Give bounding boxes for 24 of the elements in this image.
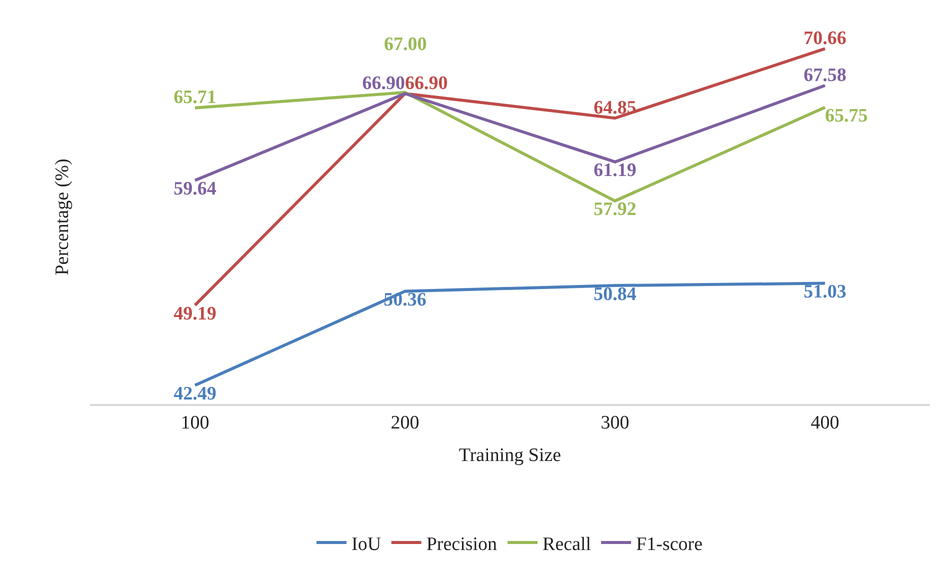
data-label: 66.90 [405,72,448,94]
data-label: 65.71 [174,87,216,108]
x-tick-label: 400 [810,412,840,434]
data-label: 57.92 [594,199,636,220]
data-label: 66.90 [362,72,405,94]
legend-label: Precision [426,534,498,555]
x-tick-label: 200 [390,412,420,434]
data-label: 65.75 [825,106,868,127]
data-label: 51.03 [804,282,846,303]
x-tick-label: 100 [180,412,210,434]
data-label: 59.64 [174,178,217,200]
data-label: 42.49 [174,384,216,405]
y-axis-title: Percentage (%) [52,158,73,276]
data-label: 49.19 [174,303,216,324]
data-label: 67.00 [384,34,427,55]
legend-label: Recall [542,534,592,555]
legend-label: F1-score [636,534,703,555]
legend-label: IoU [352,534,382,555]
data-label: 61.19 [594,160,636,182]
x-tick-label: 300 [600,412,630,434]
data-label: 50.84 [594,284,637,305]
data-label: 67.58 [804,64,846,86]
data-label: 70.66 [804,28,846,49]
x-axis-title: Training Size [458,444,562,466]
